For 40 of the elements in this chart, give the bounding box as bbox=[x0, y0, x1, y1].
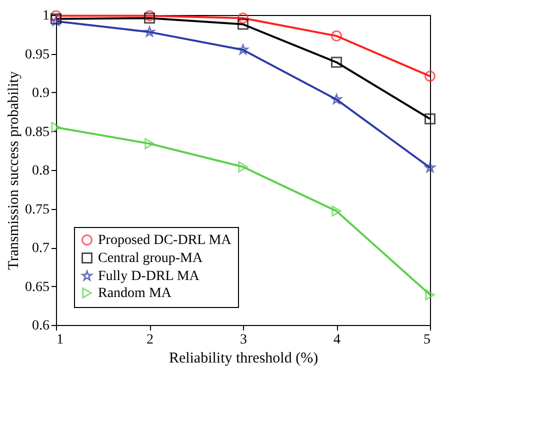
y-tick-label: 0.65 bbox=[25, 280, 50, 295]
legend-label: Proposed DC-DRL MA bbox=[98, 233, 232, 248]
y-tick-label: 0.6 bbox=[32, 318, 50, 334]
y-tick-label: 0.8 bbox=[32, 164, 50, 178]
point bbox=[424, 162, 436, 172]
point bbox=[331, 30, 342, 42]
point bbox=[425, 289, 435, 300]
x-axis-title: Reliability threshold (%) bbox=[168, 350, 318, 366]
point bbox=[238, 161, 248, 172]
point bbox=[50, 16, 62, 26]
point bbox=[144, 10, 155, 22]
y-tick-label: 0.75 bbox=[25, 202, 50, 218]
point bbox=[424, 113, 436, 124]
x-tick-label: 2 bbox=[146, 332, 154, 348]
legend-label: Random MA bbox=[98, 286, 172, 301]
point bbox=[50, 10, 62, 22]
x-tick-label: 3 bbox=[240, 332, 247, 348]
point bbox=[144, 138, 154, 150]
y-tick-label: 0.9 bbox=[32, 86, 50, 101]
legend-label: Fully D-DRL MA bbox=[98, 269, 200, 284]
point bbox=[238, 44, 248, 54]
point bbox=[331, 94, 342, 104]
point bbox=[238, 18, 248, 30]
legend-label: Central group-MA bbox=[98, 251, 204, 266]
x-tick-label: 5 bbox=[424, 332, 430, 348]
point bbox=[50, 13, 62, 24]
y-axis-title: Transmission success probability bbox=[6, 70, 22, 270]
x-tick-label: 1 bbox=[56, 332, 64, 348]
point bbox=[424, 70, 436, 82]
point bbox=[238, 12, 248, 24]
y-tick-label: 0.95 bbox=[25, 47, 50, 62]
point bbox=[332, 206, 342, 217]
y-tick-label: 1 bbox=[42, 8, 50, 24]
point bbox=[51, 122, 61, 133]
point bbox=[144, 26, 155, 37]
y-tick-label: 0.85 bbox=[25, 124, 50, 140]
x-tick-label: 4 bbox=[334, 332, 340, 348]
point bbox=[331, 56, 342, 68]
y-tick-label: 0.7 bbox=[32, 241, 50, 256]
point bbox=[144, 12, 155, 24]
